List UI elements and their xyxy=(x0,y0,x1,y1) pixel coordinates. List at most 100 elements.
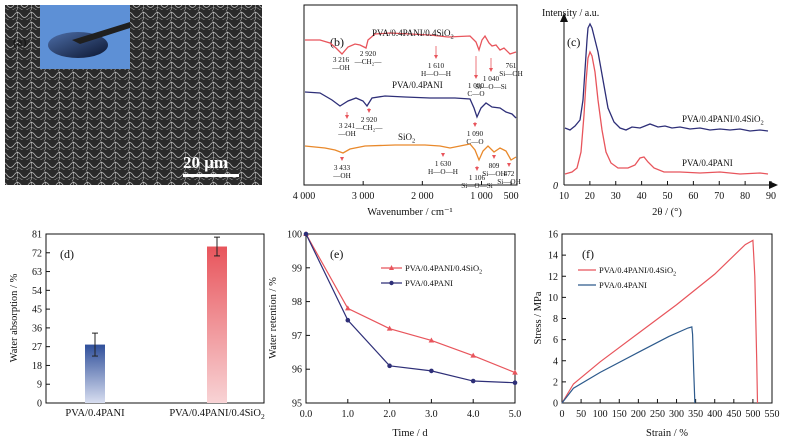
fig-e-point xyxy=(429,368,434,374)
fig-c-xtick-label: 30 xyxy=(611,191,621,202)
fig-b-annot-value: 1 630 xyxy=(435,160,452,168)
fig-d-ytick-label: 81 xyxy=(32,230,42,241)
fig-f-xtick-label: 100 xyxy=(593,409,608,420)
xrd-pva-pani xyxy=(564,50,769,175)
fig-c-yarrow xyxy=(560,13,568,22)
fig-c-xtick-label: 90 xyxy=(766,191,776,202)
legend-e-1: PVA/0.4PANI/0.4SiO2 xyxy=(405,263,482,276)
fig-e-ylabel: Water retention / % xyxy=(268,277,279,359)
fig-d-bars xyxy=(85,236,227,403)
fig-b-annot-group: Si—OH xyxy=(497,178,521,186)
fig-b-annot-group: —OH xyxy=(337,130,356,138)
fig-b-annot-value: 472 xyxy=(504,170,515,178)
fig-b-annot-value: 1 040 xyxy=(483,75,500,83)
fig-d-ytick-label: 27 xyxy=(32,342,42,353)
panel-a: (a) 20 μm xyxy=(5,5,262,185)
fig-f-xtick-label: 350 xyxy=(688,409,703,420)
fig-e-ticks: 0.0 1.0 2.0 3.0 4.0 5.0 95 96 97 98 99 100 xyxy=(287,230,521,421)
fig-b-xtick-label: 500 xyxy=(504,191,519,202)
fig-b-annot-group: Si—OH xyxy=(482,170,506,178)
tweezers xyxy=(72,22,130,44)
fig-d-ylabel: Water absorption / % xyxy=(9,273,20,362)
fig-b-annot-group: Si—O—Si xyxy=(461,182,493,190)
fig-f-lines xyxy=(561,239,759,404)
fig-b-annot-group: H—O—H xyxy=(428,168,458,176)
fig-e-ytick-label: 95 xyxy=(292,399,302,410)
fig-b-annot-group: H—O—H xyxy=(421,70,451,78)
fig-b-annot-arrowhead xyxy=(340,157,344,161)
fig-f-ticks: 0 50 100 150 200 250 300 350 400 450 500 550 0 2 4 6 8 10… xyxy=(548,230,780,421)
fig-e-point xyxy=(470,378,476,384)
fig-c-xtick-label: 50 xyxy=(663,191,673,202)
panel-b: (b) 4 000 3 000 2 000 1 000 500 Wavenumber /… xyxy=(293,4,523,218)
fig-c-xtick-label: 70 xyxy=(714,191,724,202)
fig-c-xtick-label: 10 xyxy=(559,191,569,202)
panel-label-b: (b) xyxy=(330,35,344,49)
fig-d-bar xyxy=(207,246,227,403)
legend-f-2: PVA/0.4PANI xyxy=(599,280,647,290)
panel-label-c: (c) xyxy=(567,35,580,49)
legend-c-2: PVA/0.4PANI xyxy=(682,158,733,168)
fig-b-xtick-label: 2 000 xyxy=(411,191,434,202)
spectrum-pva-pani-sio2 xyxy=(305,32,517,55)
fig-b-xtick-label: 4 000 xyxy=(293,191,316,202)
fig-e-xtick-label: 1.0 xyxy=(342,409,355,420)
spectrum-pva-pani xyxy=(304,91,517,119)
fig-e-point xyxy=(345,305,351,311)
fig-d-ytick-label: 18 xyxy=(32,361,42,372)
fig-f-ytick-label: 6 xyxy=(553,335,558,346)
fig-b-annot-arrowhead xyxy=(475,167,479,171)
scalebar-label: 20 μm xyxy=(183,153,228,172)
fig-b-xticks: 4 000 3 000 2 000 1 000 500 xyxy=(293,181,519,202)
fig-d-ytick-label: 36 xyxy=(32,323,42,334)
fig-e-xtick-label: 2.0 xyxy=(383,409,396,420)
fig-f-ytick-label: 12 xyxy=(548,272,558,283)
fig-f-series-line xyxy=(561,326,696,404)
fig-f-ytick-label: 2 xyxy=(553,377,558,388)
fig-f-series-line xyxy=(561,239,759,404)
fig-b-annot-value: 809 xyxy=(489,162,500,170)
fig-b-annot-value: 1 090 xyxy=(468,82,485,90)
fig-b-annot-arrowhead xyxy=(345,115,349,119)
fig-f-xtick-label: 0 xyxy=(560,409,565,420)
fig-b-annot-group: C—O xyxy=(467,90,484,98)
fig-b-annot-value: 2 920 xyxy=(361,116,378,124)
fig-b-annot-value: 1 106 xyxy=(469,174,486,182)
panel-label-f: (f) xyxy=(582,247,594,261)
fig-f-xtick-label: 550 xyxy=(765,409,780,420)
fig-c-xticks: 10 20 30 40 50 60 70 80 90 xyxy=(559,181,776,202)
panel-label-d: (d) xyxy=(60,247,74,261)
panel-e: (e) 0.0 1.0 2.0 3.0 4.0 5.0 95 96 97 98 99 100 Wate… xyxy=(268,230,521,440)
fig-e-point xyxy=(512,380,518,386)
fig-b-annot-arrowhead xyxy=(492,155,496,159)
fig-f-xtick-label: 200 xyxy=(631,409,646,420)
fig-e-point xyxy=(470,352,476,358)
panel-label-e: (e) xyxy=(330,247,343,261)
fig-f-ytick-label: 14 xyxy=(548,251,558,262)
fig-f-ytick-label: 16 xyxy=(548,230,558,241)
legend-e-marker-1 xyxy=(389,265,394,270)
panel-f: (f) 0 50 100 150 200 250 300 350 400 450 500 550 0 2 4… xyxy=(533,230,780,440)
fig-b-annot-value: 761 xyxy=(506,62,517,70)
legend-b-2: PVA/0.4PANI xyxy=(392,80,443,90)
spectrum-sio2 xyxy=(304,143,517,162)
fig-e-ytick-label: 100 xyxy=(287,230,302,241)
fig-e-ytick-label: 99 xyxy=(292,263,302,274)
fig-b-annot-arrowhead xyxy=(473,123,477,127)
fig-e-ytick-label: 96 xyxy=(292,365,302,376)
fig-c-origin: 0 xyxy=(553,181,558,192)
plot-frame-b xyxy=(303,4,518,186)
scalebar xyxy=(183,174,239,177)
fig-e-xtick-label: 0.0 xyxy=(300,409,313,420)
fig-b-annot-group: C—O xyxy=(466,138,483,146)
fig-b-annot-value: 3 216 xyxy=(333,56,350,64)
fig-e-point xyxy=(387,363,392,369)
fig-f-ylabel: Stress / MPa xyxy=(533,291,544,344)
fig-f-xtick-label: 150 xyxy=(612,409,627,420)
fig-b-annot-group: —CH₂— xyxy=(355,124,384,132)
fig-e-xlabel: Time / d xyxy=(392,428,428,439)
fig-f-xtick-label: 300 xyxy=(669,409,684,420)
fig-f-ytick-label: 4 xyxy=(553,356,558,367)
